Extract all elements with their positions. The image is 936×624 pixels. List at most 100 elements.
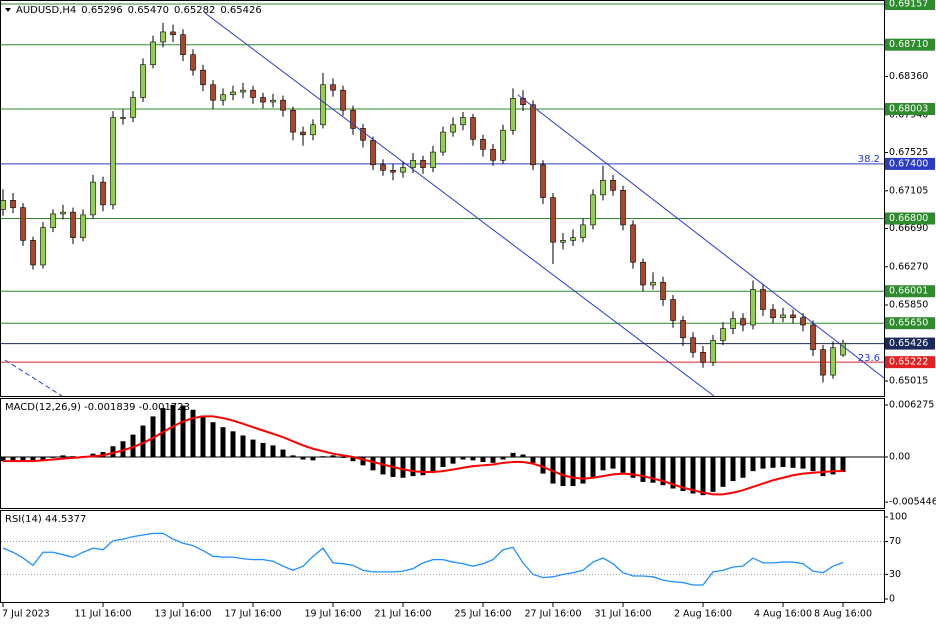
price-panel <box>0 0 885 397</box>
candle-body <box>190 54 196 71</box>
channel-line <box>517 94 885 379</box>
y-tick-label: 0.66690 <box>889 223 928 234</box>
macd-panel <box>0 398 885 509</box>
level-box <box>885 157 935 170</box>
candle-body <box>460 117 466 126</box>
y-tick-label: 30 <box>889 569 901 580</box>
macd-bar <box>350 457 356 462</box>
candle-body <box>330 84 336 91</box>
macd-bar <box>310 457 316 461</box>
candle-body <box>830 347 836 376</box>
macd-bar <box>730 457 736 482</box>
candle-body <box>550 197 556 243</box>
level-box <box>885 212 935 225</box>
candle-body <box>110 117 116 206</box>
macd-bar <box>700 457 706 496</box>
macd-bar <box>670 457 676 489</box>
macd-bar <box>140 425 146 458</box>
y-tick-label: 0.006275 <box>889 400 934 411</box>
rsi-line <box>2 532 844 586</box>
candle-body <box>0 200 6 210</box>
macd-bar <box>130 434 136 458</box>
candle-body <box>220 94 226 101</box>
y-tick-label: 0.66270 <box>889 261 928 272</box>
macd-bar <box>220 427 226 458</box>
x-tick-label: 17 Jul 16:00 <box>225 609 282 620</box>
candle-body <box>80 214 86 238</box>
candle-body <box>370 139 376 166</box>
candle-body <box>70 211 76 238</box>
macd-bar <box>150 416 156 458</box>
macd-bar <box>10 457 16 461</box>
candle-body <box>260 97 266 103</box>
level-box <box>885 356 935 369</box>
candle-body <box>60 211 66 215</box>
macd-bar <box>740 457 746 478</box>
macd-bar <box>660 457 666 486</box>
candle-body <box>350 109 356 129</box>
candle-body <box>430 151 436 168</box>
y-tick-label: -0.005446 <box>889 497 936 508</box>
macd-bar <box>620 457 626 473</box>
candle-body <box>440 131 446 153</box>
level-label: 0.68003 <box>889 104 928 115</box>
y-tick-label: 0.65015 <box>889 375 928 386</box>
level-label: 0.67400 <box>889 158 928 169</box>
x-tick-label: 2 Aug 16:00 <box>674 609 732 620</box>
candle-body <box>320 84 326 126</box>
candle-body <box>530 104 536 166</box>
fibo-label: 38.2 <box>858 154 880 165</box>
macd-bar <box>170 404 176 458</box>
level-label: 0.69157 <box>889 0 928 10</box>
macd-bar <box>440 457 446 467</box>
macd-bar <box>300 457 306 460</box>
candle-body <box>640 261 646 286</box>
candle-body <box>160 31 166 43</box>
macd-bar <box>370 457 376 471</box>
macd-bar <box>690 457 696 494</box>
macd-bar <box>380 457 386 475</box>
macd-bar <box>650 457 656 483</box>
header-open: 0.65296 <box>81 5 122 16</box>
macd-bar <box>560 457 566 487</box>
candle-body <box>790 314 796 319</box>
rsi-panel <box>0 510 885 603</box>
level-label: 0.66001 <box>889 286 928 297</box>
candle-body <box>770 309 776 319</box>
menu-arrow[interactable] <box>5 8 11 12</box>
macd-bar <box>430 457 436 472</box>
y-tick-label: 0 <box>889 593 895 604</box>
candle-body <box>420 159 426 168</box>
y-tick-label: 0.67525 <box>889 147 928 158</box>
macd-bar <box>470 457 476 461</box>
candle-body <box>730 318 736 329</box>
candle-body <box>200 69 206 86</box>
header-low: 0.65282 <box>174 5 215 16</box>
macd-bar <box>760 457 766 469</box>
macd-bar <box>210 422 216 458</box>
candle-body <box>690 337 696 353</box>
x-tick-label: 19 Jul 16:00 <box>305 609 362 620</box>
macd-bar <box>780 457 786 467</box>
macd-bar <box>820 457 826 477</box>
candle-body <box>560 240 566 243</box>
macd-bar <box>540 457 546 474</box>
macd-bar <box>20 457 26 461</box>
macd-bar <box>290 455 296 458</box>
level-label: 0.68710 <box>889 39 928 50</box>
candle-body <box>300 131 306 136</box>
x-tick-label: 11 Jul 16:00 <box>75 609 132 620</box>
candle-body <box>750 289 756 326</box>
level-label: 0.66800 <box>889 213 928 224</box>
candle-body <box>290 109 296 133</box>
level-box <box>885 285 935 298</box>
candle-body <box>310 124 316 136</box>
chart-header: AUDUSD,H4 0.65296 0.65470 0.65282 0.65426 <box>16 5 262 16</box>
x-tick-label: 4 Aug 16:00 <box>754 609 812 620</box>
macd-bar <box>280 449 286 458</box>
candle-body <box>90 181 96 216</box>
x-tick-label: 8 Aug 16:00 <box>814 609 872 620</box>
